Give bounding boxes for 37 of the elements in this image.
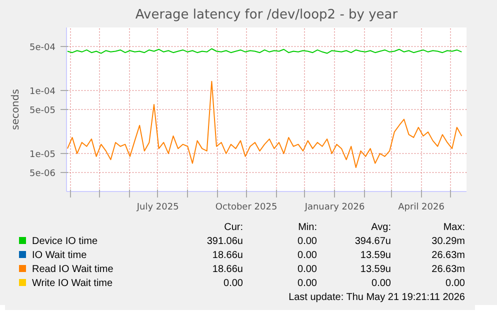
line-series <box>66 80 462 168</box>
legend-label: Device IO time <box>31 236 99 248</box>
text: 0.00 <box>370 278 391 290</box>
y-axis-title: seconds <box>10 89 22 130</box>
x-tick-label: January 2026 <box>304 202 365 212</box>
text: 26.63m <box>430 264 465 276</box>
y-tick-label: 1e-05 <box>30 150 56 160</box>
text: 30.29m <box>430 236 465 248</box>
text: 0.00 <box>444 278 465 290</box>
text: Avg: <box>370 222 391 234</box>
text: 0.00 <box>296 236 317 248</box>
text: 13.59u <box>359 264 391 276</box>
text: 26.63m <box>430 250 465 262</box>
x-tick-label: April 2026 <box>398 202 445 212</box>
text: 18.66u <box>211 264 243 276</box>
text: 0.00 <box>296 278 317 290</box>
legend-label: Read IO Wait time <box>31 264 114 276</box>
chart-title: Average latency for /dev/loop2 - by year <box>135 8 398 22</box>
y-tick-label: 5e-04 <box>30 42 56 53</box>
text: 18.66u <box>211 250 243 262</box>
y-tick-label: 5e-05 <box>30 106 56 116</box>
legend-label: Write IO Wait time <box>31 278 114 290</box>
text: 0.00 <box>296 264 317 276</box>
text: Min: <box>297 222 317 234</box>
legend-label: IO Wait time <box>31 250 88 262</box>
text: Cur: <box>223 222 243 234</box>
text: 394.67u <box>354 236 391 248</box>
x-tick-label: October 2025 <box>215 202 278 212</box>
y-tick-label: 1e-04 <box>30 87 56 98</box>
x-tick-label: July 2025 <box>136 202 179 212</box>
text: 0.00 <box>296 250 317 262</box>
text: Last update: Thu May 21 19:21:11 2026 <box>288 292 465 304</box>
text: Max: <box>442 222 465 234</box>
text: 13.59u <box>359 250 391 262</box>
text: 391.06u <box>206 236 243 248</box>
text: 0.00 <box>222 278 243 290</box>
y-tick-label: 5e-06 <box>30 169 56 180</box>
